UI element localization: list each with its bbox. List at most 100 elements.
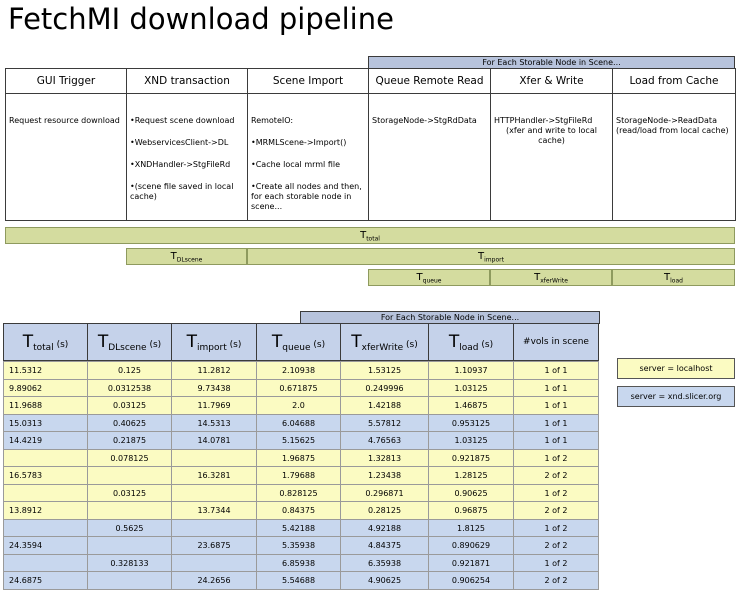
table-cell: 0.328133: [87, 553, 172, 572]
timing-bar: Tload: [612, 269, 735, 286]
table-cell: 1 of 1: [513, 396, 599, 415]
subscript: total: [33, 342, 54, 353]
column-header: Ttotal (s): [3, 323, 88, 361]
table-cell: 24.2656: [171, 571, 257, 590]
table-cell: 1 of 1: [513, 378, 599, 397]
unit: (s): [56, 340, 69, 350]
symbol: T: [271, 332, 283, 352]
table-cell: 23.6875: [171, 536, 257, 555]
table-cell: 0.5625: [87, 518, 172, 537]
legend-item: server = xnd.slicer.org: [617, 386, 735, 407]
table-cell: [3, 553, 88, 572]
slide-title: FetchMI download pipeline: [8, 2, 394, 36]
unit: (s): [406, 340, 418, 350]
table-cell: 1.03125: [428, 378, 514, 397]
subscript: queue: [422, 277, 442, 285]
table-cell: 1.8125: [428, 518, 514, 537]
table-cell: 1.46875: [428, 396, 514, 415]
table-cell: 1 of 2: [513, 553, 599, 572]
table-cell: 1.32813: [340, 448, 429, 467]
table-cell: 1.28125: [428, 466, 514, 485]
table-cell: 11.5312: [3, 361, 88, 380]
column-header: TDLscene (s): [87, 323, 172, 361]
table-cell: [171, 553, 257, 572]
table-cell: 4.76563: [340, 431, 429, 450]
table-cell: 0.921875: [428, 448, 514, 467]
table-cell: 0.21875: [87, 431, 172, 450]
table-cell: 0.28125: [340, 501, 429, 520]
stage-line: (read/load from local cache): [616, 126, 729, 135]
timing-bar: Ttotal: [5, 227, 735, 244]
subscript: total: [366, 235, 380, 243]
table-cell: 1 of 2: [513, 448, 599, 467]
stage-line: (xfer and write to local cache): [506, 126, 597, 145]
stage-body: RemoteIO: •MRMLScene->Import() •Cache loca…: [247, 93, 369, 221]
stage-body: HTTPHandler->StgFileRd (xfer and write to…: [490, 93, 613, 221]
table-cell: 0.90625: [428, 483, 514, 502]
table-cell: 1.53125: [340, 361, 429, 380]
stage-line: StorageNode->StgRdData: [372, 116, 477, 125]
table-cell: 1.03125: [428, 431, 514, 450]
table-cell: 0.125: [87, 361, 172, 380]
table-cell: 5.54688: [256, 571, 341, 590]
timing-bar: TDLscene: [126, 248, 247, 265]
unit: (s): [149, 340, 162, 350]
stage-body: StorageNode->ReadData (read/load from loc…: [612, 93, 736, 221]
table-cell: 0.03125: [87, 483, 172, 502]
symbol: T: [416, 272, 423, 283]
symbol: T: [448, 332, 460, 352]
table-cell: 5.42188: [256, 518, 341, 537]
table-cell: [87, 536, 172, 555]
table-cell: 0.671875: [256, 378, 341, 397]
table-cell: 4.90625: [340, 571, 429, 590]
stage-line: •Cache local mrml file: [251, 160, 341, 169]
symbol: T: [478, 251, 485, 262]
stage-header: XND transaction: [126, 68, 248, 94]
table-cell: [171, 518, 257, 537]
table-cell: 14.0781: [171, 431, 257, 450]
unit: (s): [313, 340, 326, 350]
column-header: TxferWrite (s): [340, 323, 429, 361]
table-cell: 6.04688: [256, 413, 341, 432]
table-cell: 0.078125: [87, 448, 172, 467]
timing-bar: TxferWrite: [490, 269, 612, 286]
stage-line: Request resource download: [9, 116, 120, 125]
subscript: load: [670, 277, 683, 285]
symbol: T: [351, 332, 362, 352]
table-cell: 1.79688: [256, 466, 341, 485]
symbol: T: [170, 251, 177, 262]
table-cell: 13.7344: [171, 501, 257, 520]
table-cell: 0.906254: [428, 571, 514, 590]
timing-bar: Tqueue: [368, 269, 490, 286]
subscript: import: [484, 256, 504, 264]
column-header: Tload (s): [428, 323, 514, 361]
table-cell: 11.2812: [171, 361, 257, 380]
subscript: queue: [282, 342, 311, 353]
symbol: T: [186, 332, 198, 352]
column-header: #vols in scene: [513, 323, 599, 361]
symbol: T: [97, 332, 109, 352]
stage-line: StorageNode->ReadData: [616, 116, 717, 125]
table-cell: 1.96875: [256, 448, 341, 467]
table-cell: 9.73438: [171, 378, 257, 397]
symbol: T: [360, 230, 367, 241]
stage-line: •Request scene download: [130, 116, 235, 125]
stage-header: Scene Import: [247, 68, 369, 94]
stage-line: •WebservicesClient->DL: [130, 138, 229, 147]
symbol: T: [534, 272, 541, 283]
subscript: import: [197, 342, 227, 353]
stage-line: •(scene file saved in local cache): [130, 182, 234, 201]
table-cell: 2.0: [256, 396, 341, 415]
legend-item: server = localhost: [617, 358, 735, 379]
unit: (s): [481, 340, 494, 350]
table-cell: 24.3594: [3, 536, 88, 555]
stage-header: Queue Remote Read: [368, 68, 491, 94]
table-cell: 6.85938: [256, 553, 341, 572]
table-cell: 1 of 1: [513, 361, 599, 380]
symbol: T: [22, 332, 34, 352]
table-cell: 5.15625: [256, 431, 341, 450]
timing-bar: Timport: [247, 248, 735, 265]
table-cell: 1.10937: [428, 361, 514, 380]
stage-line: RemoteIO:: [251, 116, 294, 125]
